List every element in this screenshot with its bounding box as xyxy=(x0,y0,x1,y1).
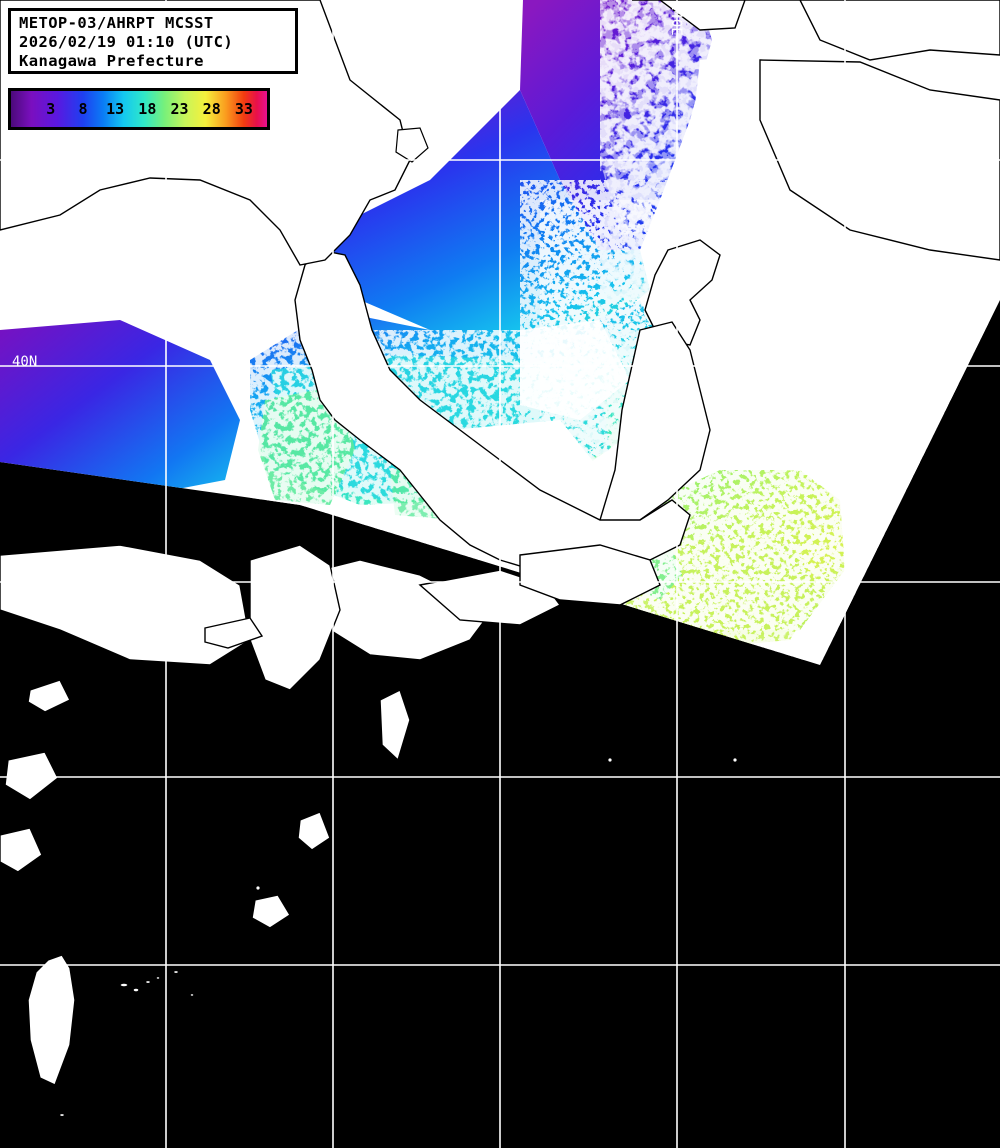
colorbar-tick-13: 13 xyxy=(106,100,125,118)
land-taiwan xyxy=(27,954,76,1086)
colorbar-tick-18: 18 xyxy=(138,100,157,118)
land-kanto-south xyxy=(519,544,661,606)
longitude-label-140e: 140E xyxy=(668,2,684,36)
colorbar-gradient xyxy=(11,91,267,127)
land-korea-north xyxy=(0,544,251,666)
info-line-datetime: 2026/02/19 01:10 (UTC) xyxy=(19,33,234,51)
land-island-small-6 xyxy=(0,827,43,873)
land-sakhalin xyxy=(632,0,1000,61)
sst-region-northwest xyxy=(0,320,240,500)
latitude-label-40n: 40N xyxy=(12,354,38,370)
info-box: METOP-03/AHRPT MCSST 2026/02/19 01:10 (U… xyxy=(8,8,298,74)
colorbar-tick-28: 28 xyxy=(202,100,221,118)
colorbar-tick-8: 8 xyxy=(78,100,88,118)
colorbar-tick-23: 23 xyxy=(170,100,189,118)
info-line-sensor: METOP-03/AHRPT MCSST xyxy=(19,14,214,32)
colorbar-tick-33: 33 xyxy=(234,100,253,118)
sst-colorbar: 3 8 13 18 23 28 33 xyxy=(8,88,270,130)
land-island-small-2 xyxy=(251,894,291,929)
land-island-small-1 xyxy=(297,811,331,851)
land-inland-lake xyxy=(395,127,429,163)
land-islands-izu xyxy=(379,689,411,762)
colorbar-tick-3: 3 xyxy=(46,100,56,118)
info-line-region: Kanagawa Prefecture xyxy=(19,52,204,70)
land-ryukyu-islands xyxy=(58,969,195,1118)
land-island-small-3 xyxy=(204,617,264,649)
colorbar-tick-labels: 3 8 13 18 23 28 33 xyxy=(11,91,267,127)
land-hokkaido xyxy=(644,239,721,346)
land-honshu-north xyxy=(599,321,711,542)
ocean-specks xyxy=(18,238,737,890)
land-island-small-5 xyxy=(4,751,59,801)
land-island-small-4 xyxy=(27,679,71,713)
